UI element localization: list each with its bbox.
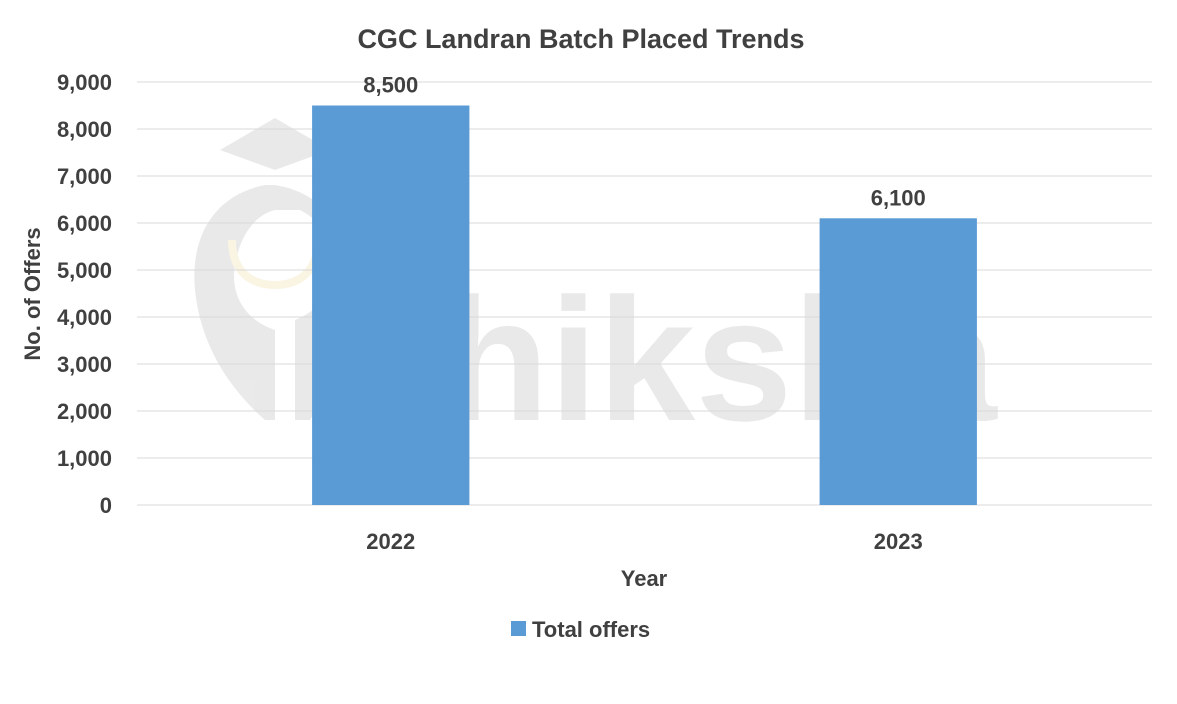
y-gridlines bbox=[137, 81, 1152, 506]
legend: Total offers bbox=[511, 617, 650, 642]
y-tick-label: 5,000 bbox=[57, 258, 112, 283]
bar-series-total-offers bbox=[312, 105, 977, 506]
x-axis-label: Year bbox=[621, 566, 668, 591]
legend-label: Total offers bbox=[532, 617, 650, 642]
y-tick-label: 1,000 bbox=[57, 446, 112, 471]
y-tick-label: 2,000 bbox=[57, 399, 112, 424]
y-axis-ticks: 0 1,000 2,000 3,000 4,000 5,000 6,000 7,000 8,00… bbox=[57, 70, 112, 518]
y-tick-label: 4,000 bbox=[57, 305, 112, 330]
chart-title: CGC Landran Batch Placed Trends bbox=[357, 24, 804, 54]
bulb-arc-icon bbox=[228, 239, 322, 290]
data-label: 6,100 bbox=[871, 185, 926, 210]
y-tick-label: 3,000 bbox=[57, 352, 112, 377]
data-label: 8,500 bbox=[363, 73, 418, 98]
y-axis-label: No. of Offers bbox=[20, 227, 45, 360]
y-tick-label: 9,000 bbox=[57, 70, 112, 95]
y-tick-label: 6,000 bbox=[57, 211, 112, 236]
mortarboard-icon bbox=[220, 118, 330, 170]
legend-swatch bbox=[511, 621, 526, 636]
bar bbox=[312, 105, 470, 505]
data-labels: 8,500 6,100 bbox=[363, 73, 926, 211]
x-tick-label: 2022 bbox=[366, 529, 415, 554]
bar bbox=[819, 218, 977, 506]
x-axis-ticks: 2022 2023 bbox=[366, 529, 922, 554]
x-tick-label: 2023 bbox=[874, 529, 923, 554]
y-tick-label: 7,000 bbox=[57, 164, 112, 189]
y-tick-label: 0 bbox=[100, 493, 112, 518]
y-tick-label: 8,000 bbox=[57, 117, 112, 142]
